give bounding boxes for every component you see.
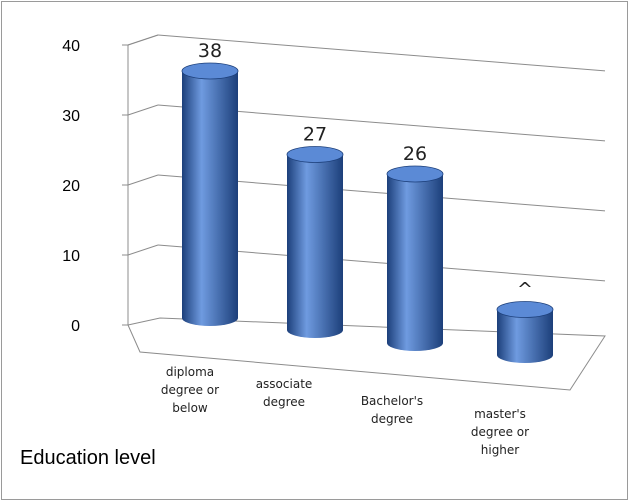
- category-label-line: higher: [481, 443, 520, 457]
- category-label-line: associate: [256, 377, 313, 391]
- data-label: 27: [303, 124, 327, 146]
- y-axis-ticks: 0 10 20 30 40: [62, 38, 128, 335]
- category-label-line: diploma: [166, 365, 214, 379]
- bar-top: [286, 146, 344, 163]
- category-label-line: degree: [371, 412, 413, 426]
- data-label: 38: [198, 40, 222, 62]
- bar-top: [496, 301, 554, 318]
- floor-outline: [127, 317, 606, 391]
- gridline: [157, 34, 606, 72]
- data-label: 26: [403, 143, 427, 165]
- category-label: Bachelor's degree: [361, 394, 423, 426]
- wall-top-left: [127, 34, 159, 46]
- y-tick-label: 0: [71, 318, 80, 335]
- category-label-line: degree or: [161, 383, 219, 397]
- x-axis-title: Education level: [20, 447, 156, 469]
- bar: [181, 62, 239, 326]
- bar: [496, 301, 554, 363]
- data-labels: 38 27 26 ^: [198, 40, 533, 301]
- y-tick-label: 20: [62, 178, 80, 195]
- gridline-left: [127, 244, 159, 256]
- data-label: ^: [517, 279, 533, 301]
- bars: [181, 62, 554, 363]
- bar-body: [287, 154, 343, 338]
- bar: [386, 165, 444, 351]
- bar-top: [386, 165, 444, 183]
- gridline-left: [127, 104, 159, 116]
- category-label-line: Bachelor's: [361, 394, 423, 408]
- category-label: associate degree: [256, 377, 313, 409]
- gridline-left: [127, 174, 159, 186]
- y-tick-label: 10: [62, 248, 80, 265]
- y-tick-label: 40: [62, 38, 80, 55]
- category-label-line: degree or: [471, 425, 529, 439]
- chart-floor: [127, 317, 606, 391]
- y-tick-label: 30: [62, 108, 80, 125]
- category-label-line: below: [172, 401, 208, 415]
- category-label-line: master's: [474, 407, 526, 421]
- bar-body: [387, 174, 443, 351]
- category-label: diploma degree or below: [161, 365, 219, 415]
- bar-body: [497, 309, 553, 363]
- bar-body: [182, 71, 238, 326]
- bar: [286, 146, 344, 338]
- bar-top: [181, 62, 239, 80]
- category-label: master's degree or higher: [471, 407, 529, 457]
- category-label-line: degree: [263, 395, 305, 409]
